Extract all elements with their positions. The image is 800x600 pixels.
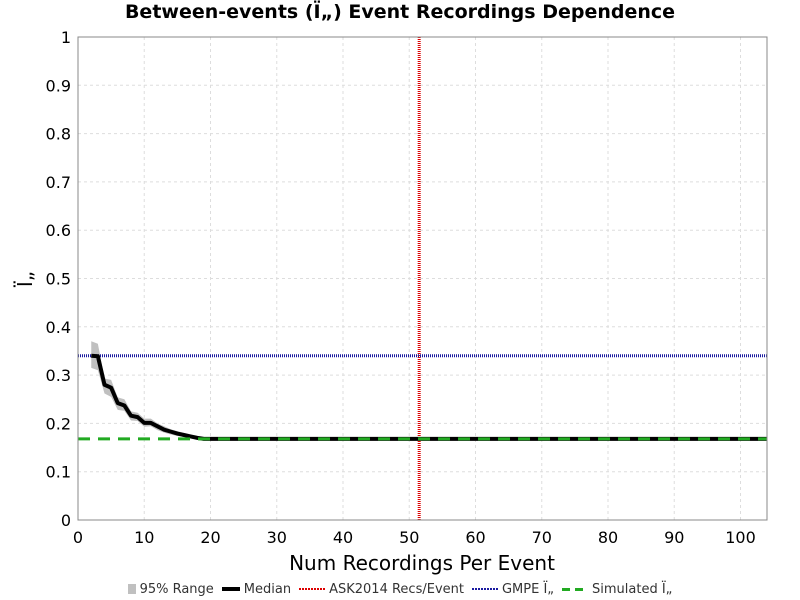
data-layer — [78, 37, 767, 520]
legend-swatch-ask2014 — [299, 588, 326, 590]
median-line — [91, 353, 767, 441]
x-tick-label: 80 — [598, 528, 618, 547]
x-tick-label: 40 — [333, 528, 353, 547]
chart-title: Between-events (Ï„) Event Recordings Dep… — [124, 1, 676, 23]
tick-labels: 0 10 20 30 40 50 60 70 80 90 100 0 0.1 0.2 0.3 0.4 0.5 0.… — [46, 28, 756, 547]
y-tick-label: 0.8 — [46, 125, 71, 144]
x-tick-label: 90 — [664, 528, 684, 547]
legend-item-ask2014: ASK2014 Recs/Event — [299, 582, 464, 597]
y-tick-label: 0.7 — [46, 173, 71, 192]
y-tick-label: 0.2 — [46, 414, 71, 433]
x-tick-label: 50 — [399, 528, 419, 547]
x-tick-label: 60 — [465, 528, 485, 547]
x-tick-label: 20 — [200, 528, 220, 547]
legend-label-ask2014: ASK2014 Recs/Event — [329, 581, 464, 597]
legend: 95% Range Median ASK2014 Recs/Event GMPE… — [0, 580, 800, 598]
legend-item-range: 95% Range — [127, 581, 214, 597]
x-tick-label: 0 — [73, 528, 83, 547]
y-tick-label: 0.9 — [46, 76, 71, 95]
legend-swatch-range — [127, 584, 136, 594]
plot-frame — [77, 36, 768, 521]
y-tick-label: 0 — [61, 511, 71, 530]
x-tick-label: 100 — [725, 528, 756, 547]
legend-swatch-gmpe — [471, 588, 498, 590]
range-band — [91, 341, 767, 440]
y-tick-label: 0.3 — [46, 366, 71, 385]
legend-swatch-median — [221, 587, 240, 591]
legend-label-median: Median — [243, 581, 292, 597]
legend-label-simulated: Simulated Ï„ — [592, 581, 673, 597]
legend-item-simulated: Simulated Ï„ — [562, 582, 672, 597]
y-tick-label: 0.5 — [46, 270, 71, 289]
x-tick-label: 70 — [532, 528, 552, 547]
y-tick-label: 1 — [61, 28, 71, 47]
x-axis-label: Num Recordings Per Event — [289, 551, 555, 575]
x-tick-label: 10 — [134, 528, 154, 547]
y-tick-label: 0.4 — [46, 318, 71, 337]
y-tick-label: 0.1 — [46, 463, 71, 482]
x-tick-label: 30 — [267, 528, 287, 547]
legend-item-median: Median — [221, 581, 292, 597]
y-tick-label: 0.6 — [46, 221, 71, 240]
legend-label-range: 95% Range — [139, 581, 214, 597]
legend-swatch-simulated — [562, 587, 589, 591]
legend-item-gmpe: GMPE Ï„ — [471, 581, 555, 597]
legend-label-gmpe: GMPE Ï„ — [501, 581, 555, 597]
y-axis-label: Ï„ — [13, 271, 37, 287]
